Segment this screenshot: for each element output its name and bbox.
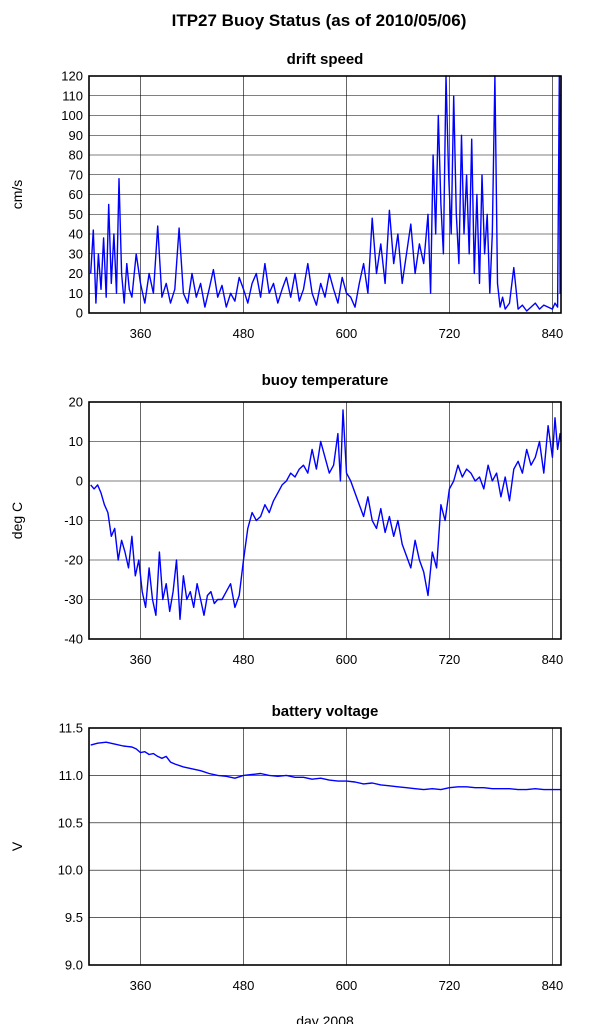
drift-speed-y-tick-label: 30 [69, 246, 83, 261]
drift-speed-x-tick-label: 360 [130, 326, 152, 341]
battery-voltage-plot-frame [88, 727, 562, 966]
drift-speed-series-line [90, 75, 562, 312]
drift-speed-y-tick-label: 120 [61, 69, 83, 84]
drift-speed-y-tick-label: 80 [69, 148, 83, 163]
buoy-temperature-plot-frame [88, 401, 562, 640]
battery-voltage-series-line [90, 741, 561, 791]
battery-voltage-x-tick-label: 720 [439, 978, 461, 993]
battery-voltage-y-axis-label: V [9, 841, 25, 851]
drift-speed-y-tick-label: 90 [69, 128, 83, 143]
drift-speed-title: drift speed [287, 51, 364, 68]
buoy-temperature-y-tick-label: 20 [69, 395, 83, 410]
drift-speed-y-tick-label: 20 [69, 266, 83, 281]
battery-voltage-y-tick-label: 10.0 [58, 863, 83, 878]
x-axis-label: day 2008 [296, 1013, 354, 1024]
drift-speed-y-tick-label: 0 [76, 306, 83, 321]
figure-title: ITP27 Buoy Status (as of 2010/05/06) [172, 11, 467, 30]
buoy-temperature-panel: buoy temperature deg C -40 -30 -20 -10 0 10 20 36… [9, 372, 563, 667]
buoy-temperature-x-tick-label: 840 [542, 652, 564, 667]
drift-speed-y-tick-label: 70 [69, 167, 83, 182]
buoy-temperature-x-tick-label: 600 [336, 652, 358, 667]
drift-speed-y-tick-label: 40 [69, 227, 83, 242]
drift-speed-x-tick-label: 720 [439, 326, 461, 341]
battery-voltage-x-tick-label: 840 [542, 978, 564, 993]
battery-voltage-x-tick-label: 360 [130, 978, 152, 993]
drift-speed-y-axis-label: cm/s [9, 180, 25, 210]
buoy-temperature-x-tick-label: 480 [233, 652, 255, 667]
drift-speed-panel: drift speed cm/s 0 10 20 30 40 50 60 70 80 90 100 110… [9, 51, 563, 341]
buoy-temperature-x-tick-label: 360 [130, 652, 152, 667]
battery-voltage-panel: battery voltage V 9.0 9.5 10.0 10.5 11.0 11.5 36… [9, 703, 563, 993]
battery-voltage-title: battery voltage [272, 703, 379, 720]
drift-speed-y-tick-label: 10 [69, 286, 83, 301]
battery-voltage-y-tick-label: 10.5 [58, 815, 83, 830]
drift-speed-plot-frame [88, 75, 562, 314]
battery-voltage-y-tick-label: 11.0 [59, 768, 83, 783]
buoy-temperature-y-tick-label: -20 [64, 553, 83, 568]
drift-speed-y-tick-label: 110 [62, 88, 83, 103]
battery-voltage-y-tick-label: 9.0 [65, 958, 83, 973]
battery-voltage-y-tick-label: 9.5 [65, 910, 83, 925]
drift-speed-x-tick-label: 840 [542, 326, 564, 341]
buoy-temperature-title: buoy temperature [262, 372, 389, 389]
drift-speed-x-tick-label: 600 [336, 326, 358, 341]
buoy-temperature-x-tick-label: 720 [439, 652, 461, 667]
buoy-temperature-y-tick-label: 0 [76, 474, 83, 489]
battery-voltage-y-tick-label: 11.5 [59, 721, 83, 736]
buoy-temperature-y-tick-label: 10 [69, 434, 83, 449]
battery-voltage-x-tick-label: 480 [233, 978, 255, 993]
buoy-temperature-series-line [90, 409, 562, 620]
drift-speed-y-tick-label: 100 [61, 108, 83, 123]
buoy-temperature-y-tick-label: -10 [64, 513, 83, 528]
buoy-temperature-y-tick-label: -40 [64, 632, 83, 647]
drift-speed-x-tick-label: 480 [233, 326, 255, 341]
drift-speed-y-tick-label: 50 [69, 207, 83, 222]
buoy-temperature-y-tick-label: -30 [64, 592, 83, 607]
buoy-temperature-y-axis-label: deg C [9, 502, 25, 539]
battery-voltage-x-tick-label: 600 [336, 978, 358, 993]
drift-speed-y-tick-label: 60 [69, 187, 83, 202]
